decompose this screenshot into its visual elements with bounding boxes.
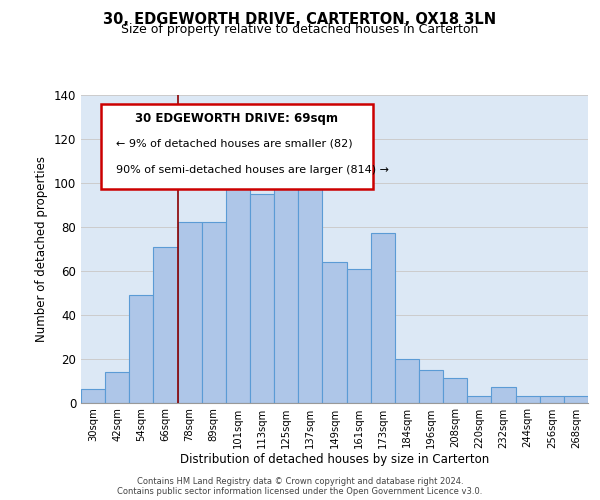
Bar xyxy=(371,234,395,402)
Bar xyxy=(202,222,226,402)
Bar xyxy=(467,396,491,402)
Bar xyxy=(226,154,250,402)
Bar xyxy=(564,396,588,402)
Bar xyxy=(491,387,515,402)
Bar xyxy=(81,390,105,402)
Y-axis label: Number of detached properties: Number of detached properties xyxy=(35,156,48,342)
Bar xyxy=(515,396,540,402)
Text: ← 9% of detached houses are smaller (82): ← 9% of detached houses are smaller (82) xyxy=(116,138,353,148)
Bar xyxy=(250,194,274,402)
Bar xyxy=(322,262,347,402)
Text: Contains HM Land Registry data © Crown copyright and database right 2024.: Contains HM Land Registry data © Crown c… xyxy=(137,478,463,486)
Bar xyxy=(298,170,322,402)
Bar xyxy=(395,358,419,403)
Bar xyxy=(178,222,202,402)
Bar xyxy=(540,396,564,402)
Bar xyxy=(347,268,371,402)
Bar xyxy=(154,246,178,402)
Bar xyxy=(274,148,298,402)
FancyBboxPatch shape xyxy=(101,104,373,189)
Text: 30 EDGEWORTH DRIVE: 69sqm: 30 EDGEWORTH DRIVE: 69sqm xyxy=(136,112,338,125)
Bar xyxy=(443,378,467,402)
Bar xyxy=(419,370,443,402)
Text: 30, EDGEWORTH DRIVE, CARTERTON, OX18 3LN: 30, EDGEWORTH DRIVE, CARTERTON, OX18 3LN xyxy=(103,12,497,28)
Bar xyxy=(129,295,154,403)
Bar xyxy=(105,372,129,402)
Text: 90% of semi-detached houses are larger (814) →: 90% of semi-detached houses are larger (… xyxy=(116,165,389,175)
Text: Contains public sector information licensed under the Open Government Licence v3: Contains public sector information licen… xyxy=(118,487,482,496)
X-axis label: Distribution of detached houses by size in Carterton: Distribution of detached houses by size … xyxy=(180,454,489,466)
Text: Size of property relative to detached houses in Carterton: Size of property relative to detached ho… xyxy=(121,22,479,36)
